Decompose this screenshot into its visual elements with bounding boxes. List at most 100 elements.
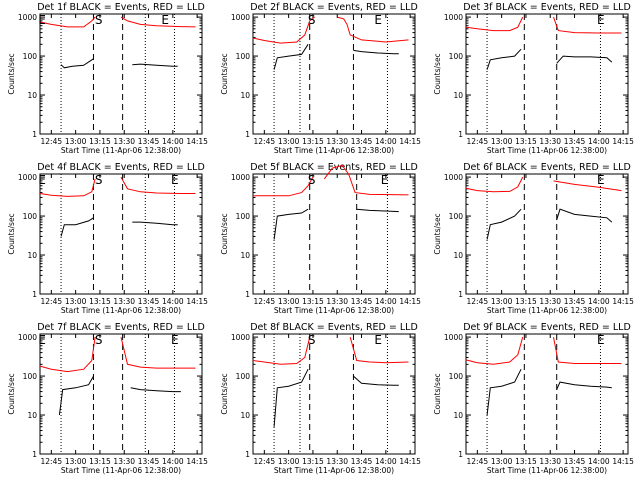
x-axis-label: Start Time (11-Apr-06 12:38:00) <box>61 146 181 155</box>
y-axis-label: Counts/sec <box>433 213 442 254</box>
plot-frame <box>252 173 416 295</box>
x-tick-label: 13:30 <box>539 137 561 146</box>
lld-series-line <box>252 16 315 44</box>
lld-series-line <box>253 176 314 197</box>
x-tick-label: 14:15 <box>612 297 634 306</box>
y-tick-label: 1 <box>245 450 250 459</box>
y-axis-label: Counts/sec <box>433 53 442 94</box>
x-tick-label: 14:15 <box>186 457 208 466</box>
x-tick-label: 12:45 <box>41 457 63 466</box>
x-tick-label: 12:45 <box>467 137 489 146</box>
y-tick-label: 1 <box>32 450 37 459</box>
events-series-line <box>273 368 309 427</box>
plot-frame <box>39 333 203 455</box>
x-tick-label: 12:45 <box>467 297 489 306</box>
x-axis-label: Start Time (11-Apr-06 12:38:00) <box>274 306 394 315</box>
x-tick-label: 14:15 <box>612 457 634 466</box>
chart-title: Det 2f BLACK = Events, RED = LLD <box>250 2 418 13</box>
x-axis-label: Start Time (11-Apr-06 12:38:00) <box>274 466 394 475</box>
y-tick-label: 1000 <box>18 173 37 182</box>
y-tick-label: 100 <box>23 52 38 61</box>
plot-frame <box>252 333 416 455</box>
y-tick-label: 1000 <box>231 13 250 22</box>
y-axis-label: Counts/sec <box>433 373 442 414</box>
x-tick-label: 14:00 <box>162 457 184 466</box>
x-tick-label: 12:45 <box>254 137 276 146</box>
events-series-line <box>556 381 612 390</box>
lld-series-line <box>553 16 622 34</box>
x-tick-label: 12:45 <box>467 457 489 466</box>
y-tick-label: 1 <box>458 450 463 459</box>
chart-panel: Det 4f BLACK = Events, RED = LLD 1 10 100 10… <box>7 162 208 315</box>
x-tick-label: 14:00 <box>162 137 184 146</box>
y-tick-label: 10 <box>240 91 250 100</box>
lld-series-line <box>465 16 524 32</box>
chart-title: Det 7f BLACK = Events, RED = LLD <box>37 322 205 333</box>
y-axis-label: Counts/sec <box>220 373 229 414</box>
x-axis-label: Start Time (11-Apr-06 12:38:00) <box>487 466 607 475</box>
lld-series-line <box>465 336 524 365</box>
chart-panel: Det 3f BLACK = Events, RED = LLD 1 10 100 10… <box>433 2 634 155</box>
chart-title: Det 4f BLACK = Events, RED = LLD <box>37 162 205 173</box>
y-tick-label: 1000 <box>18 13 37 22</box>
lld-series-line <box>39 178 96 197</box>
x-axis-label: Start Time (11-Apr-06 12:38:00) <box>274 146 394 155</box>
x-tick-label: 14:15 <box>399 137 421 146</box>
time-marker-label: E <box>171 333 179 347</box>
events-series-line <box>486 368 522 416</box>
x-tick-label: 13:00 <box>65 297 87 306</box>
lld-series-line <box>120 176 196 194</box>
events-series-line <box>58 375 94 416</box>
x-axis-label: Start Time (11-Apr-06 12:38:00) <box>61 306 181 315</box>
time-marker-label: E <box>38 333 46 347</box>
lld-series-line <box>553 337 622 364</box>
time-marker-label: S <box>308 333 316 347</box>
y-tick-label: 10 <box>27 251 37 260</box>
x-tick-label: 13:45 <box>351 137 373 146</box>
x-tick-label: 13:00 <box>65 457 87 466</box>
events-series-line <box>556 55 613 64</box>
y-tick-label: 1000 <box>231 333 250 342</box>
y-tick-label: 1000 <box>18 333 37 342</box>
lld-series-line <box>349 336 409 364</box>
events-series-line <box>60 217 94 237</box>
chart-panel: Det 8f BLACK = Events, RED = LLD 1 10 100 10… <box>220 322 421 475</box>
x-tick-label: 13:15 <box>302 137 324 146</box>
x-tick-label: 14:00 <box>162 297 184 306</box>
x-tick-label: 13:15 <box>515 137 537 146</box>
x-tick-label: 12:45 <box>254 457 276 466</box>
x-tick-label: 14:00 <box>588 137 610 146</box>
y-tick-label: 1 <box>245 130 250 139</box>
chart-panel: Det 2f BLACK = Events, RED = LLD 1 10 100 10… <box>220 2 421 155</box>
y-tick-label: 100 <box>23 212 38 221</box>
x-tick-label: 13:30 <box>539 297 561 306</box>
time-marker-label: E <box>171 173 179 187</box>
x-tick-label: 13:15 <box>515 297 537 306</box>
y-tick-label: 100 <box>449 212 464 221</box>
time-marker-label: S <box>95 333 103 347</box>
x-tick-label: 13:30 <box>539 457 561 466</box>
y-tick-label: 1000 <box>444 13 463 22</box>
y-tick-label: 100 <box>236 52 251 61</box>
x-tick-label: 13:00 <box>278 457 300 466</box>
events-series-line <box>273 208 309 240</box>
events-series-line <box>356 208 399 213</box>
y-tick-label: 100 <box>449 52 464 61</box>
lld-series-line <box>337 16 409 43</box>
x-tick-label: 13:45 <box>351 297 373 306</box>
x-tick-label: 14:00 <box>375 297 397 306</box>
time-marker-label: E <box>38 13 46 27</box>
plot-frame <box>465 13 629 135</box>
lld-series-line <box>553 180 622 192</box>
x-tick-label: 14:15 <box>399 297 421 306</box>
x-tick-label: 14:15 <box>612 137 634 146</box>
chart-title: Det 6f BLACK = Events, RED = LLD <box>463 162 631 173</box>
x-tick-label: 13:00 <box>491 297 513 306</box>
y-axis-label: Counts/sec <box>7 213 16 254</box>
time-marker-label: S <box>308 13 316 27</box>
events-series-line <box>486 208 522 240</box>
plot-frame <box>39 173 203 295</box>
x-tick-label: 13:00 <box>278 297 300 306</box>
y-tick-label: 10 <box>453 251 463 260</box>
x-tick-label: 14:00 <box>588 457 610 466</box>
